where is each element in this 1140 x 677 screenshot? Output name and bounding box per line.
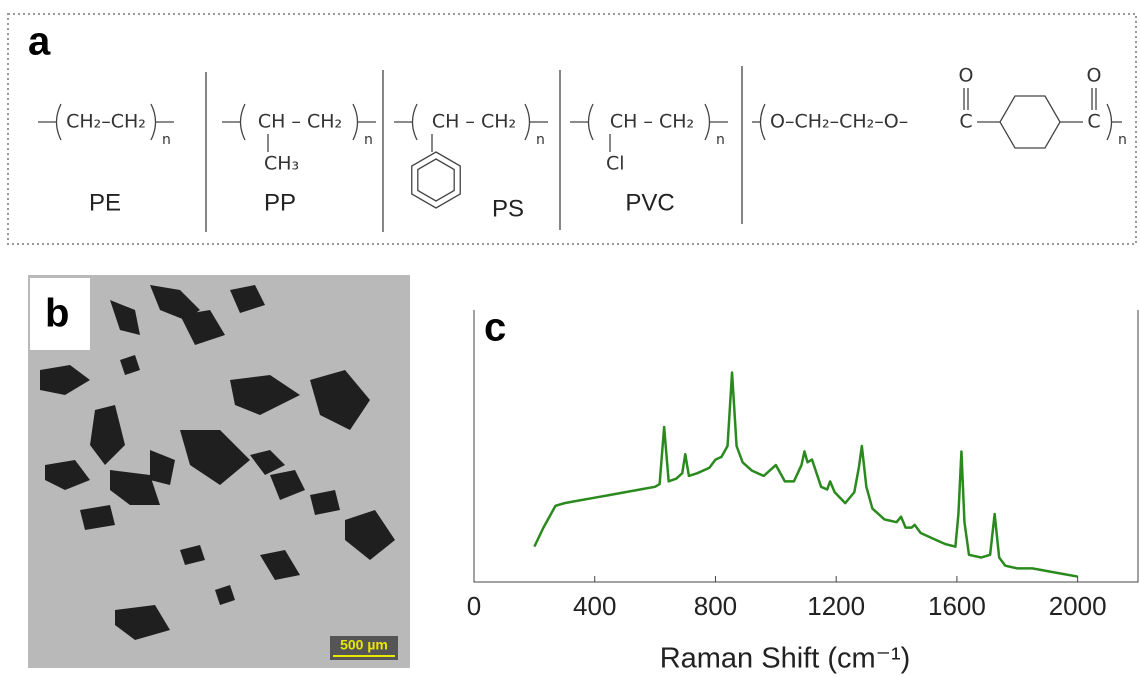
repeat-index: n bbox=[364, 132, 373, 148]
spectrum-line bbox=[533, 371, 1078, 578]
x-axis-label: Raman Shift (cm⁻¹) bbox=[660, 643, 911, 675]
spectrum-chart: 0 400 800 1200 1600 2000 Raman Shift (cm⁻¹) bbox=[467, 310, 1139, 675]
repeat-index: n bbox=[536, 132, 545, 148]
panel-letter: b bbox=[45, 292, 69, 336]
mask bbox=[588, 102, 710, 142]
substituent: CH₃ bbox=[264, 153, 299, 175]
scale-bar-label: 500 µm bbox=[340, 637, 388, 653]
particles bbox=[40, 285, 395, 640]
panel-letter: a bbox=[28, 20, 51, 64]
x-tick-label: 1600 bbox=[928, 591, 986, 621]
mask bbox=[240, 102, 358, 142]
axis-frame bbox=[473, 310, 1139, 583]
x-tick-label: 400 bbox=[573, 591, 616, 621]
carbon: C bbox=[959, 111, 972, 133]
oxygen: O bbox=[959, 65, 974, 87]
polymer-name: PP bbox=[264, 189, 296, 216]
formula: O–CH₂–CH₂–O– bbox=[770, 111, 908, 133]
bracket bbox=[704, 103, 711, 141]
bracket bbox=[55, 103, 62, 141]
benzene-inner bbox=[417, 158, 455, 202]
panel-letter: c bbox=[484, 306, 506, 350]
bracket bbox=[759, 103, 766, 141]
formula: CH – CH₂ bbox=[432, 111, 516, 133]
panel-a-frame bbox=[7, 13, 1137, 245]
substituent: Cl bbox=[606, 153, 625, 175]
benzene-ring bbox=[411, 151, 461, 209]
label-box bbox=[30, 278, 90, 350]
structures: CH₂–CH₂ n PE CH – CH₂ n PP CH₃ CH – CH₂ n PS CH – … bbox=[38, 65, 1127, 222]
x-tick-label: 2000 bbox=[1049, 591, 1107, 621]
bracket bbox=[239, 103, 246, 141]
oxygen: O bbox=[1087, 65, 1102, 87]
bracket bbox=[524, 103, 531, 141]
bracket bbox=[1106, 103, 1113, 141]
formula: CH – CH₂ bbox=[258, 111, 342, 133]
separators bbox=[205, 66, 743, 232]
polymer-name: PS bbox=[492, 195, 524, 222]
x-tick-label: 1200 bbox=[807, 591, 865, 621]
x-tick-label: 800 bbox=[694, 591, 737, 621]
repeat-index: n bbox=[716, 132, 725, 148]
repeat-index: n bbox=[1118, 132, 1127, 148]
formula: CH₂–CH₂ bbox=[66, 111, 146, 133]
polymer-name: PE bbox=[89, 189, 121, 216]
bracket bbox=[587, 103, 594, 141]
x-tick-label: 0 bbox=[467, 591, 481, 621]
repeat-index: n bbox=[162, 132, 171, 148]
bracket bbox=[411, 103, 418, 141]
mask bbox=[56, 102, 156, 142]
formula: CH – CH₂ bbox=[610, 111, 694, 133]
carbon: C bbox=[1087, 111, 1100, 133]
bracket bbox=[150, 103, 157, 141]
benzene-ring bbox=[999, 95, 1061, 149]
polymer-name: PVC bbox=[625, 189, 674, 216]
bracket bbox=[352, 103, 359, 141]
